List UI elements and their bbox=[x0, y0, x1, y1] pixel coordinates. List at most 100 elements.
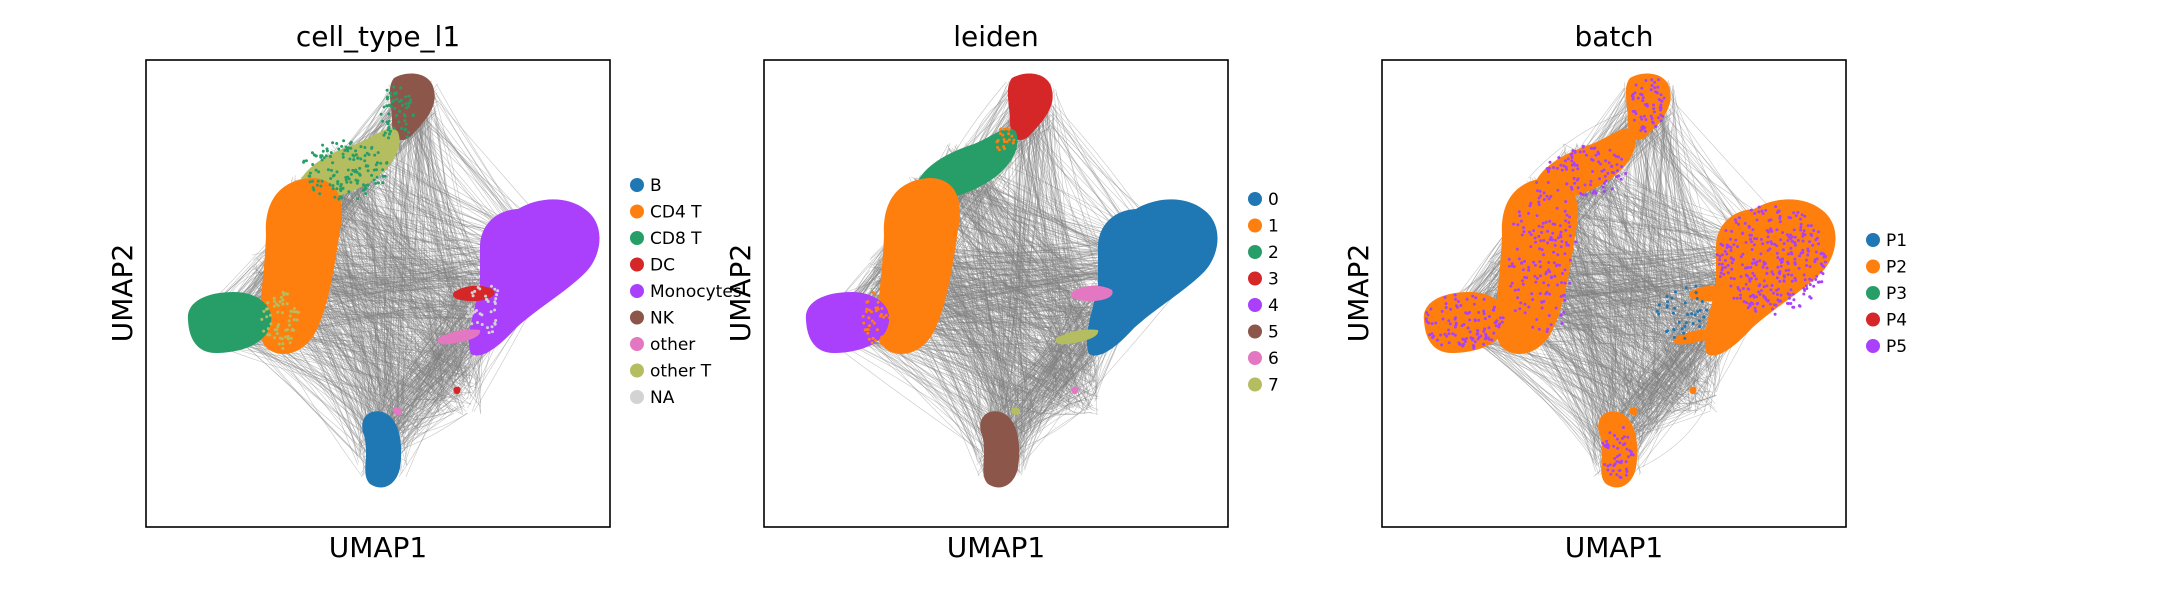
cell-speckle bbox=[1787, 296, 1791, 300]
cell-speckle bbox=[1551, 222, 1555, 226]
cell-speckle bbox=[1619, 177, 1623, 181]
cell-speckle bbox=[1546, 229, 1550, 233]
cell-speckle bbox=[484, 294, 488, 298]
cell-speckle bbox=[1444, 302, 1448, 306]
cell-speckle bbox=[1802, 292, 1806, 296]
paga-edge bbox=[392, 311, 466, 431]
paga-edge bbox=[413, 413, 468, 436]
cell-speckle bbox=[1540, 306, 1544, 310]
cell-speckle bbox=[1618, 469, 1622, 472]
paga-edge bbox=[389, 391, 471, 400]
cell-speckle bbox=[865, 300, 869, 304]
cluster-cd8-t bbox=[187, 292, 272, 354]
cell-speckle bbox=[1482, 312, 1486, 316]
cell-speckle bbox=[407, 130, 410, 134]
cell-speckle bbox=[867, 337, 871, 341]
cell-speckle bbox=[395, 114, 399, 117]
cell-speckle bbox=[1608, 431, 1612, 435]
cell-speckle bbox=[262, 329, 266, 333]
cell-speckle bbox=[1789, 246, 1793, 250]
cell-speckle bbox=[370, 146, 374, 150]
legend-label: 6 bbox=[1268, 349, 1279, 369]
cell-speckle bbox=[468, 304, 472, 308]
cell-speckle bbox=[357, 172, 361, 176]
cell-speckle bbox=[391, 100, 395, 103]
cell-speckle bbox=[1542, 191, 1546, 195]
cell-speckle bbox=[1447, 328, 1451, 332]
cell-speckle bbox=[1537, 200, 1541, 204]
cell-speckle bbox=[996, 145, 999, 149]
cell-speckle bbox=[392, 126, 396, 130]
cell-speckle bbox=[1794, 214, 1798, 218]
cell-speckle bbox=[1534, 240, 1538, 244]
paga-edge bbox=[334, 220, 446, 347]
cell-speckle bbox=[1633, 91, 1637, 95]
cell-speckle bbox=[1776, 265, 1780, 269]
cell-speckle bbox=[1749, 208, 1753, 212]
cell-speckle bbox=[1749, 265, 1753, 269]
cell-speckle bbox=[876, 300, 880, 304]
paga-edge bbox=[374, 314, 454, 393]
cell-speckle bbox=[1448, 322, 1452, 326]
paga-edge bbox=[422, 104, 463, 395]
cell-speckle bbox=[1482, 309, 1486, 313]
cell-speckle bbox=[1812, 229, 1816, 232]
cell-speckle bbox=[1720, 262, 1724, 266]
paga-edge bbox=[335, 191, 453, 284]
cell-speckle bbox=[266, 327, 270, 331]
y-axis-label: UMAP2 bbox=[724, 244, 757, 343]
cell-speckle bbox=[1819, 270, 1823, 274]
cell-speckle bbox=[285, 302, 289, 306]
cell-speckle bbox=[1779, 293, 1783, 297]
cell-speckle bbox=[1735, 296, 1739, 300]
cell-speckle bbox=[348, 157, 352, 161]
paga-edge bbox=[441, 341, 456, 399]
cell-speckle bbox=[1535, 276, 1539, 280]
cell-speckle bbox=[1624, 460, 1628, 464]
cell-speckle bbox=[1753, 212, 1757, 215]
cell-speckle bbox=[1790, 279, 1794, 283]
cell-speckle bbox=[496, 289, 500, 293]
cell-speckle bbox=[363, 154, 367, 158]
cell-speckle bbox=[344, 178, 348, 182]
cell-speckle bbox=[1613, 457, 1617, 460]
legend-marker bbox=[1248, 245, 1262, 259]
cell-speckle bbox=[1752, 258, 1756, 261]
paga-edge bbox=[398, 129, 420, 399]
cell-speckle bbox=[395, 97, 399, 101]
cell-speckle bbox=[1440, 309, 1444, 313]
cell-speckle bbox=[1725, 252, 1729, 256]
cell-speckle bbox=[1465, 297, 1469, 301]
cell-speckle bbox=[1718, 258, 1722, 262]
cell-speckle bbox=[1566, 157, 1570, 161]
cell-speckle bbox=[304, 159, 308, 163]
cell-speckle bbox=[1787, 268, 1791, 272]
cell-speckle bbox=[1564, 219, 1568, 223]
cell-speckle bbox=[882, 300, 886, 304]
cell-speckle bbox=[1431, 336, 1434, 339]
cell-speckle bbox=[1451, 332, 1455, 336]
cell-speckle bbox=[1589, 146, 1593, 150]
cell-speckle bbox=[1606, 171, 1610, 175]
cell-speckle bbox=[331, 174, 335, 178]
cell-speckle bbox=[367, 153, 371, 157]
cell-speckle bbox=[1609, 472, 1613, 476]
cell-speckle bbox=[1541, 221, 1545, 225]
cell-speckle bbox=[1517, 210, 1521, 214]
cell-speckle bbox=[403, 95, 407, 99]
cell-speckle bbox=[1757, 284, 1761, 288]
legend-marker bbox=[1248, 351, 1262, 365]
cell-speckle bbox=[346, 175, 350, 179]
cell-speckle bbox=[1793, 257, 1797, 261]
cell-speckle bbox=[352, 154, 356, 158]
cell-speckle bbox=[1620, 459, 1624, 463]
paga-edge bbox=[323, 268, 483, 330]
paga-edge bbox=[401, 383, 435, 435]
paga-edge bbox=[373, 313, 468, 389]
cell-speckle bbox=[1661, 115, 1665, 118]
cell-speckle bbox=[347, 190, 351, 194]
cell-speckle bbox=[282, 293, 286, 296]
cell-speckle bbox=[878, 294, 882, 298]
cell-speckle bbox=[1427, 321, 1431, 325]
cell-speckle bbox=[1522, 226, 1526, 230]
